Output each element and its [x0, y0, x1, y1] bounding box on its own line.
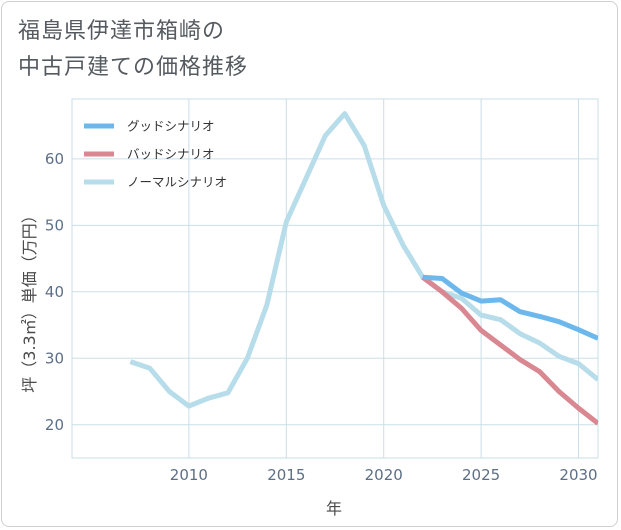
- y-tick-label: 20: [45, 416, 64, 434]
- x-tick-label: 2015: [267, 466, 305, 484]
- y-axis-ticks: 20 30 40 50 60: [45, 150, 64, 434]
- chart-title-line-2: 中古戸建ての価格推移: [18, 55, 249, 80]
- series-layer: [129, 111, 598, 426]
- series-line-bad: [421, 275, 598, 426]
- x-axis-ticks: 2010 2015 2020 2025 2030: [170, 466, 598, 484]
- x-tick-label: 2020: [365, 466, 403, 484]
- x-tick-label: 2025: [462, 466, 500, 484]
- legend-label-normal: ノーマルシナリオ: [127, 175, 227, 190]
- x-axis-label: 年: [326, 499, 342, 518]
- plot-frame: [71, 98, 599, 459]
- chart-title-line-1: 福島県伊達市箱崎の: [18, 19, 226, 44]
- y-tick-label: 40: [45, 283, 64, 301]
- legend-label-good: グッドシナリオ: [127, 119, 215, 134]
- y-tick-label: 30: [45, 349, 64, 367]
- x-tick-label: 2010: [170, 466, 208, 484]
- series-line-normal: [129, 111, 598, 409]
- y-tick-label: 50: [45, 216, 64, 234]
- y-axis-label: 坪（3.3㎡）単価（万円）: [20, 207, 39, 392]
- grid-lines: [71, 98, 599, 459]
- x-tick-label: 2030: [559, 466, 597, 484]
- y-tick-label: 60: [45, 150, 64, 168]
- legend-label-bad: バッドシナリオ: [127, 147, 215, 162]
- chart-title: 福島県伊達市箱崎の 中古戸建ての価格推移: [18, 14, 248, 86]
- series-line-good: [422, 274, 598, 341]
